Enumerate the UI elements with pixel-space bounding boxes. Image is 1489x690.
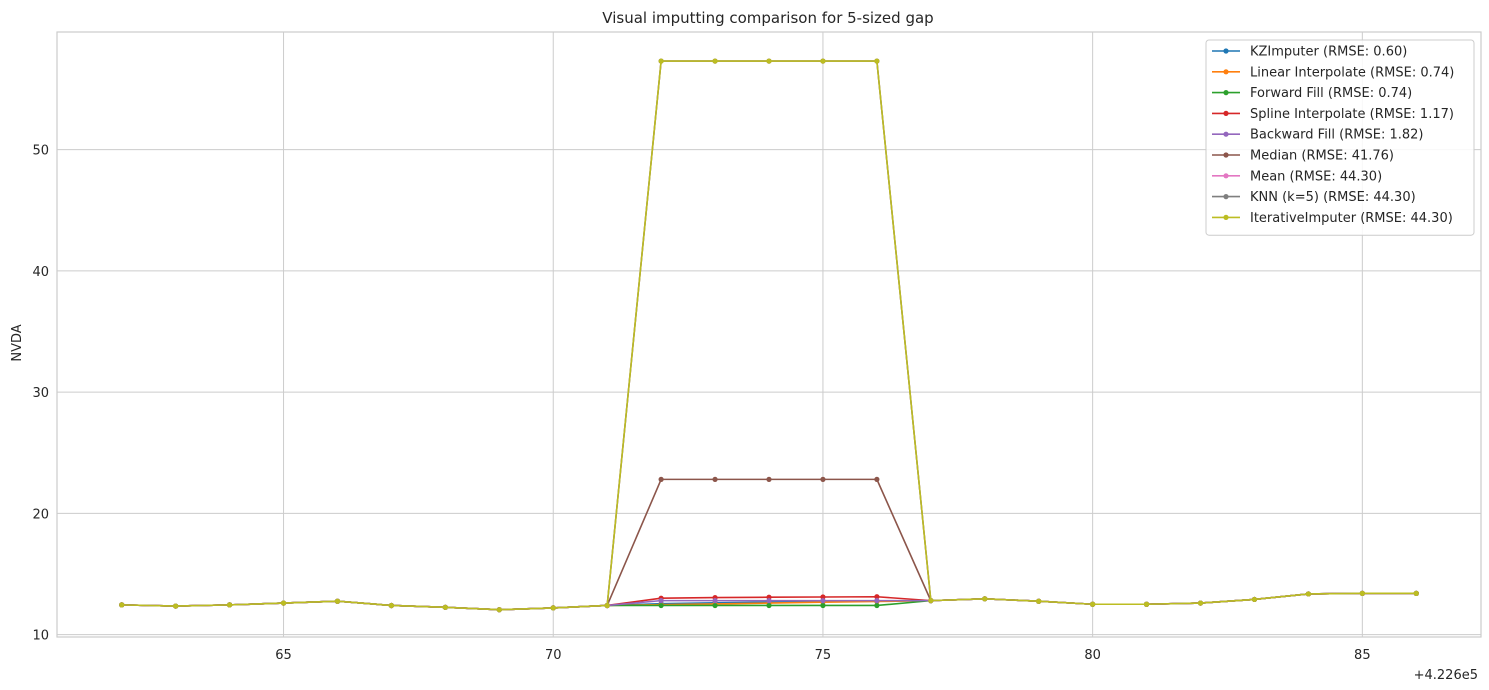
data-point <box>604 602 610 609</box>
data-point <box>1359 590 1365 596</box>
legend-marker <box>1223 110 1229 116</box>
data-point <box>820 58 826 64</box>
data-point <box>874 58 880 64</box>
legend-marker <box>1223 131 1229 137</box>
legend-entry: KNN (k=5) (RMSE: 44.30) <box>1250 190 1416 205</box>
y-tick-label: 40 <box>32 265 49 280</box>
legend-entry: Median (RMSE: 41.76) <box>1250 149 1394 164</box>
legend-entry: Forward Fill (RMSE: 0.74) <box>1250 86 1412 101</box>
data-point <box>874 598 880 604</box>
y-tick-label: 10 <box>32 629 49 644</box>
data-point <box>658 602 664 609</box>
legend-marker <box>1223 69 1229 75</box>
data-point <box>550 605 556 611</box>
data-point <box>820 476 826 482</box>
data-point <box>928 598 934 604</box>
data-point <box>1143 601 1150 607</box>
data-point <box>766 476 772 482</box>
data-point <box>874 476 880 482</box>
legend-entry: IterativeImputer (RMSE: 44.30) <box>1250 211 1453 226</box>
data-point <box>1413 590 1419 596</box>
legend-marker <box>1223 48 1229 54</box>
data-point <box>712 598 718 604</box>
legend: KZImputer (RMSE: 0.60) Linear Interpolate… <box>1205 39 1475 236</box>
data-point <box>982 596 988 602</box>
data-point <box>658 598 664 604</box>
legend-entry: KZImputer (RMSE: 0.60) <box>1250 45 1407 60</box>
legend-entry: Mean (RMSE: 44.30) <box>1250 169 1382 184</box>
data-point <box>658 58 664 64</box>
y-axis-label: NVDA <box>10 324 25 361</box>
data-point <box>496 607 502 613</box>
legend-marker <box>1223 173 1229 179</box>
data-point <box>1251 596 1258 603</box>
legend-marker <box>1223 194 1229 200</box>
data-point <box>1090 601 1096 607</box>
data-point <box>442 604 448 610</box>
x-tick-label: 75 <box>815 648 832 663</box>
data-point <box>119 602 125 608</box>
data-point <box>874 602 880 609</box>
x-tick-label: 65 <box>275 648 292 663</box>
y-tick-label: 20 <box>32 507 49 522</box>
x-tick-label: 70 <box>545 648 562 663</box>
data-point <box>820 602 826 609</box>
legend-entry: Linear Interpolate (RMSE: 0.74) <box>1250 65 1454 80</box>
legend-marker <box>1223 90 1229 96</box>
chart-title: Visual imputting comparison for 5-sized … <box>602 9 933 27</box>
data-point <box>712 602 718 609</box>
data-point <box>1305 591 1311 597</box>
legend-marker <box>1223 152 1229 158</box>
plot-area: 65 70 75 80 85 10 20 30 40 50 <box>32 31 1482 663</box>
data-point <box>658 476 664 482</box>
series-5 <box>119 476 1419 613</box>
plot-frame <box>56 31 1482 638</box>
legend-marker <box>1223 214 1229 220</box>
data-point <box>227 602 233 608</box>
data-point <box>712 476 718 482</box>
data-point <box>173 603 179 609</box>
y-tick-label: 30 <box>32 386 49 401</box>
data-point <box>388 602 395 609</box>
series-8 <box>119 58 1419 613</box>
data-point <box>820 598 826 604</box>
x-tick-label: 80 <box>1084 648 1101 663</box>
x-tick-label: 85 <box>1354 648 1371 663</box>
y-tick-label: 50 <box>32 144 49 159</box>
data-point <box>1036 598 1042 604</box>
data-point <box>1197 600 1204 606</box>
data-point <box>712 58 718 64</box>
legend-entry: Spline Interpolate (RMSE: 1.17) <box>1250 107 1454 122</box>
legend-entry: Backward Fill (RMSE: 1.82) <box>1250 128 1423 143</box>
data-point <box>766 58 772 64</box>
series-line <box>121 478 1417 611</box>
data-point <box>334 598 341 604</box>
data-point <box>280 600 287 606</box>
data-point <box>766 598 772 604</box>
data-point <box>766 602 772 609</box>
data-point <box>820 594 826 600</box>
legend-box <box>1205 39 1475 236</box>
x-offset-label: +4.226e5 <box>1414 668 1478 683</box>
data-point <box>874 594 880 600</box>
